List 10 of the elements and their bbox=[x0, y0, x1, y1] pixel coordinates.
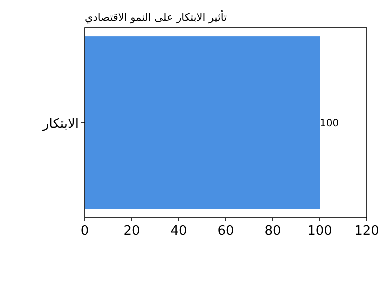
y-tick-label: الابتكار bbox=[42, 117, 79, 132]
x-tick-label: 80 bbox=[264, 224, 282, 239]
chart-title: تأثير الابتكار على النمو الاقتصادي bbox=[85, 10, 228, 24]
x-tick-label: 100 bbox=[308, 224, 332, 239]
data-label: 100 bbox=[320, 118, 340, 130]
x-tick-label: 0 bbox=[80, 224, 90, 239]
x-tick-label: 120 bbox=[354, 224, 380, 239]
x-tick-label: 60 bbox=[218, 224, 234, 239]
x-tick-label: 40 bbox=[170, 224, 188, 239]
x-tick-label: 20 bbox=[124, 224, 140, 239]
